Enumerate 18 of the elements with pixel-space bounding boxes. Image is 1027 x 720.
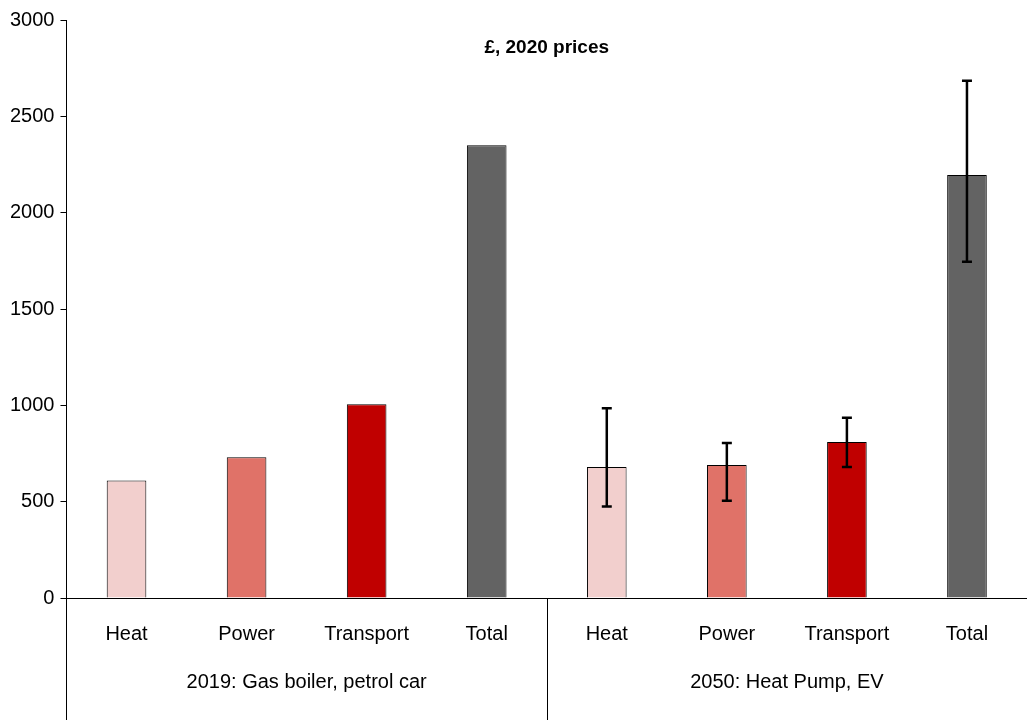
y-tick-label: 3000 bbox=[9, 7, 55, 30]
x-tick-label: Transport bbox=[804, 621, 890, 644]
y-tick-label: 1000 bbox=[9, 392, 55, 415]
x-tick-label: Power bbox=[218, 621, 276, 644]
y-tick-label: 500 bbox=[21, 489, 55, 512]
y-tick-label: 2500 bbox=[9, 103, 55, 126]
x-tick-label: Power bbox=[698, 621, 756, 644]
text: £, 2020 prices bbox=[484, 36, 610, 58]
x-tick-label: Total bbox=[465, 621, 508, 644]
y-tick-label: 0 bbox=[43, 585, 55, 608]
y-tick-label: 1500 bbox=[9, 296, 55, 319]
x-tick-label: Heat bbox=[105, 621, 149, 644]
text: 2019: Gas boiler, petrol car bbox=[186, 669, 428, 692]
x-tick-label: Total bbox=[945, 621, 989, 644]
text: 2050: Heat Pump, EV bbox=[690, 669, 885, 692]
y-tick-label: 2000 bbox=[9, 200, 55, 223]
x-tick-label: Heat bbox=[585, 621, 629, 644]
x-tick-label: Transport bbox=[324, 621, 410, 644]
